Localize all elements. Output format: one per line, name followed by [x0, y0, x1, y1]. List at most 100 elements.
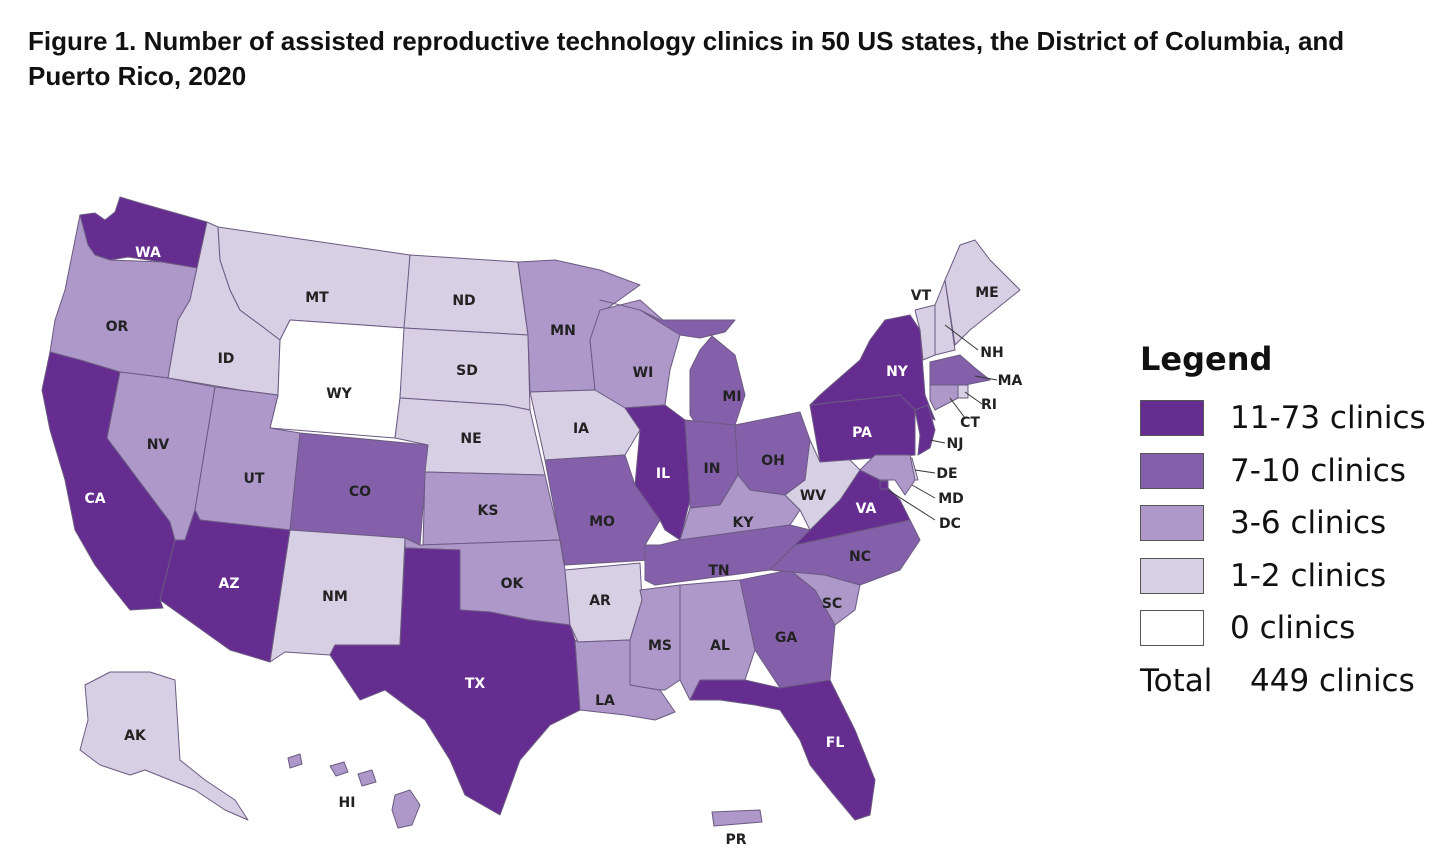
state-shape-nc — [769, 519, 921, 586]
state-label-wv: WV — [800, 488, 826, 504]
state-label-dc: DC — [939, 516, 961, 532]
state-shape-wy — [269, 319, 406, 439]
legend: Legend 11-73 clinics 7-10 clinics 3-6 cl… — [1140, 340, 1440, 699]
state-md — [859, 454, 916, 496]
state-label-az: AZ — [219, 576, 240, 592]
state-ny — [809, 314, 936, 421]
state-label-al: AL — [710, 638, 730, 654]
state-nc — [769, 519, 921, 586]
legend-title: Legend — [1140, 340, 1273, 378]
state-shape-me — [944, 239, 1021, 346]
state-label-sc: SC — [822, 596, 842, 612]
state-label-oh: OH — [761, 453, 785, 469]
state-label-ut: UT — [244, 471, 265, 487]
state-label-sd: SD — [456, 363, 478, 379]
state-label-ct: CT — [960, 415, 980, 431]
legend-item-t1: 11-73 clinics — [1140, 392, 1440, 445]
legend-total-label: Total — [1140, 662, 1213, 699]
state-label-tn: TN — [708, 563, 729, 579]
state-label-ms: MS — [648, 638, 672, 654]
state-label-ne: NE — [460, 431, 481, 447]
state-wi — [589, 299, 681, 409]
state-label-ga: GA — [775, 630, 797, 646]
state-pr — [711, 809, 763, 827]
state-hi — [287, 753, 421, 829]
state-shape-nj — [914, 404, 936, 456]
state-il — [624, 404, 691, 541]
leader-line — [974, 375, 998, 381]
state-label-ia: IA — [573, 421, 589, 437]
state-nh — [934, 279, 956, 356]
legend-swatch-t2 — [1140, 452, 1204, 489]
state-label-nm: NM — [322, 589, 348, 605]
state-label-id: ID — [218, 351, 235, 367]
state-label-ok: OK — [501, 576, 525, 592]
legend-label-t2: 7-10 clinics — [1230, 452, 1406, 489]
state-nj — [914, 404, 936, 456]
state-tx — [329, 547, 581, 816]
legend-item-t3: 3-6 clinics — [1140, 497, 1440, 550]
legend-swatch-t5 — [1140, 610, 1204, 647]
state-label-nh: NH — [980, 345, 1003, 361]
legend-swatch-t1 — [1140, 400, 1204, 437]
state-vt — [914, 304, 936, 361]
legend-item-t4: 1-2 clinics — [1140, 550, 1440, 603]
state-label-ar: AR — [589, 593, 611, 609]
state-label-nc: NC — [849, 549, 871, 565]
state-wy — [269, 319, 406, 439]
state-shape-hi — [287, 753, 421, 829]
state-label-nv: NV — [147, 437, 170, 453]
state-ak — [79, 671, 249, 821]
leader-line — [914, 469, 936, 474]
state-label-vt: VT — [911, 288, 932, 304]
state-shape-pr — [711, 809, 763, 827]
state-label-ma: MA — [998, 373, 1023, 389]
state-label-va: VA — [856, 501, 877, 517]
leader-line — [887, 489, 936, 521]
legend-total-value: 449 clinics — [1250, 662, 1415, 699]
state-label-pr: PR — [725, 832, 746, 848]
legend-total: Total 449 clinics — [1140, 663, 1440, 699]
figure-title: Figure 1. Number of assisted reproductiv… — [28, 26, 1345, 91]
us-states-map: WA OR CA ID NV MT WY UT AZ CO NM ND SD NE KS OK TX MN IA MO… — [41, 196, 1023, 848]
state-label-me: ME — [975, 285, 999, 301]
state-label-co: CO — [349, 484, 371, 500]
state-label-de: DE — [936, 466, 957, 482]
state-shape-md — [859, 454, 916, 496]
state-label-mi: MI — [722, 389, 741, 405]
state-label-mn: MN — [550, 323, 576, 339]
state-label-ks: KS — [478, 503, 499, 519]
state-shape-wv — [784, 439, 861, 531]
legend-swatch-t3 — [1140, 505, 1204, 542]
leader-line — [944, 324, 979, 351]
state-label-hi: HI — [339, 795, 356, 811]
state-label-mt: MT — [305, 290, 329, 306]
state-shape-nh — [934, 279, 956, 356]
legend-label-t3: 3-6 clinics — [1230, 505, 1387, 542]
state-shape-mi — [599, 299, 746, 431]
state-shape-fl — [689, 679, 876, 821]
state-mi — [599, 299, 746, 431]
state-label-wy: WY — [326, 386, 352, 402]
state-label-ri: RI — [981, 397, 997, 413]
state-wv — [784, 439, 861, 531]
leader-line — [911, 484, 936, 499]
legend-swatch-t4 — [1140, 557, 1204, 594]
state-label-in: IN — [704, 461, 721, 477]
legend-label-t5: 0 clinics — [1230, 610, 1356, 647]
state-label-ny: NY — [886, 364, 909, 380]
state-label-wi: WI — [633, 365, 654, 381]
state-label-ak: AK — [124, 728, 147, 744]
state-label-fl: FL — [826, 735, 845, 751]
state-shape-dc — [879, 480, 889, 490]
state-label-pa: PA — [852, 425, 872, 441]
state-label-wa: WA — [135, 245, 161, 261]
state-label-il: IL — [656, 466, 670, 482]
state-label-ca: CA — [84, 491, 105, 507]
state-dc — [879, 480, 889, 490]
state-shape-vt — [914, 304, 936, 361]
state-shape-ri — [957, 384, 969, 399]
state-label-la: LA — [595, 693, 615, 709]
state-ct — [929, 384, 959, 411]
state-label-or: OR — [106, 319, 129, 335]
